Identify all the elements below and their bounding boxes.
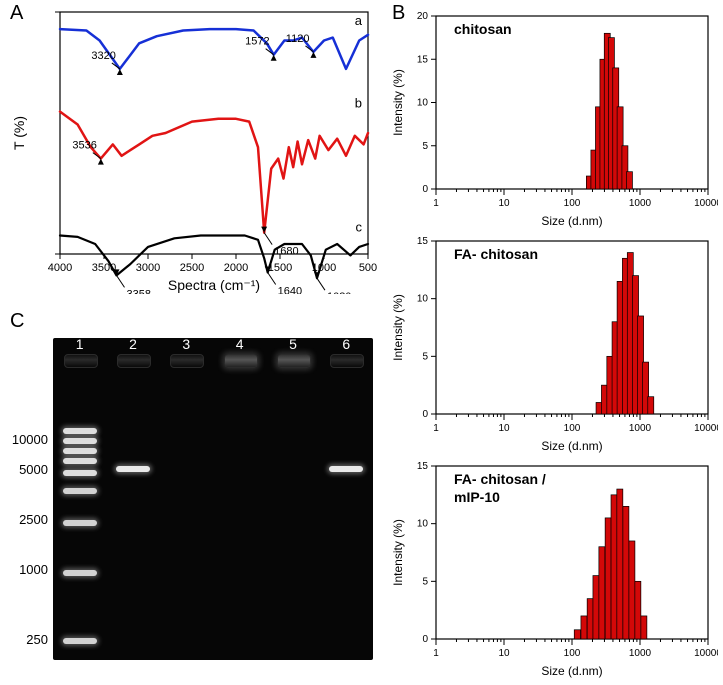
- lane-label-4: 4: [220, 336, 260, 352]
- svg-text:Intensity (%): Intensity (%): [391, 294, 405, 361]
- panel-a-ftir-spectra: 4000350030002500200015001000500Spectra (…: [8, 4, 378, 294]
- svg-text:10: 10: [417, 98, 429, 109]
- sample-band-lane-6: [329, 466, 363, 472]
- hist-svg-1: 1 10 100 1000 10000 0 5 10 15 Size (d.nm) Intensit…: [388, 229, 718, 454]
- svg-text:10: 10: [498, 198, 510, 209]
- svg-text:1680: 1680: [274, 246, 298, 258]
- svg-text:4000: 4000: [48, 262, 72, 274]
- svg-text:10: 10: [498, 648, 510, 659]
- ladder-label-2500: 2500: [8, 512, 48, 527]
- svg-text:Spectra (cm⁻¹): Spectra (cm⁻¹): [168, 277, 260, 293]
- svg-text:100: 100: [564, 423, 581, 434]
- ladder-band: [63, 520, 97, 526]
- sample-band-lane-2: [116, 466, 150, 472]
- ladder-label-5000: 5000: [8, 462, 48, 477]
- histogram-fa-chitosan-mip10: 1 10 100 1000 10000 0 5 10 15 Size (d.nm) Intensit…: [388, 454, 718, 684]
- svg-text:a: a: [355, 13, 363, 28]
- lane-label-6: 6: [326, 336, 366, 352]
- svg-text:1: 1: [433, 648, 439, 659]
- svg-text:5: 5: [422, 351, 428, 362]
- svg-text:20: 20: [417, 11, 429, 22]
- svg-text:10: 10: [417, 294, 429, 305]
- ladder-band: [63, 638, 97, 644]
- ladder-band: [63, 428, 97, 434]
- svg-text:15: 15: [417, 236, 429, 247]
- svg-text:2500: 2500: [180, 262, 204, 274]
- svg-text:3000: 3000: [136, 262, 160, 274]
- svg-text:Size (d.nm): Size (d.nm): [541, 439, 602, 453]
- ladder-label-250: 250: [8, 632, 48, 647]
- svg-text:100: 100: [564, 648, 581, 659]
- svg-text:10: 10: [417, 519, 429, 530]
- lane-label-3: 3: [166, 336, 206, 352]
- ladder-label-10000: 10000: [8, 432, 48, 447]
- svg-text:Intensity (%): Intensity (%): [391, 69, 405, 136]
- svg-text:15: 15: [417, 54, 429, 65]
- well-3: [170, 354, 204, 368]
- svg-text:Size (d.nm): Size (d.nm): [541, 664, 602, 678]
- panel-a-svg: 4000350030002500200015001000500Spectra (…: [8, 4, 378, 294]
- ladder-band: [63, 470, 97, 476]
- ladder-band: [63, 488, 97, 494]
- well-1: [64, 354, 98, 368]
- ladder-band: [63, 448, 97, 454]
- svg-text:T (%): T (%): [11, 116, 27, 150]
- svg-text:0: 0: [422, 634, 428, 645]
- svg-text:Size (d.nm): Size (d.nm): [541, 214, 602, 228]
- panel-c-gel-image: 123456 10000 5000 2500 1000 250: [8, 330, 373, 660]
- svg-text:10000: 10000: [694, 198, 718, 209]
- ladder-band: [63, 438, 97, 444]
- svg-text:FA- chitosan: FA- chitosan: [454, 246, 538, 262]
- histogram-chitosan: 1 10 100 1000 10000 0 5 10 15 20 Size (d.nm) Intens…: [388, 4, 718, 234]
- svg-text:1120: 1120: [286, 33, 310, 45]
- svg-text:3358: 3358: [126, 288, 150, 294]
- svg-text:10: 10: [498, 423, 510, 434]
- svg-text:Intensity (%): Intensity (%): [391, 519, 405, 586]
- svg-text:3536: 3536: [72, 140, 96, 152]
- svg-text:FA- chitosan /: FA- chitosan /: [454, 471, 546, 487]
- svg-text:b: b: [355, 96, 362, 111]
- svg-text:100: 100: [564, 198, 581, 209]
- svg-text:c: c: [356, 219, 363, 234]
- svg-text:5: 5: [422, 141, 428, 152]
- well-5: [277, 354, 311, 368]
- ladder-band: [63, 570, 97, 576]
- lane-label-2: 2: [113, 336, 153, 352]
- well-6: [330, 354, 364, 368]
- svg-text:1: 1: [433, 198, 439, 209]
- svg-text:1572: 1572: [245, 36, 269, 48]
- svg-text:1000: 1000: [629, 198, 652, 209]
- svg-text:2000: 2000: [224, 262, 248, 274]
- figure: A 4000350030002500200015001000500Spectra…: [0, 0, 723, 685]
- svg-text:10000: 10000: [694, 648, 718, 659]
- svg-text:500: 500: [359, 262, 377, 274]
- svg-text:0: 0: [422, 409, 428, 420]
- svg-text:1000: 1000: [629, 648, 652, 659]
- svg-text:1640: 1640: [278, 286, 302, 294]
- svg-text:1: 1: [433, 423, 439, 434]
- svg-text:mIP-10: mIP-10: [454, 489, 500, 505]
- svg-text:3320: 3320: [91, 50, 115, 62]
- gel-background: 123456: [53, 338, 373, 660]
- histogram-fa-chitosan: 1 10 100 1000 10000 0 5 10 15 Size (d.nm) Intensit…: [388, 229, 718, 459]
- svg-text:0: 0: [422, 184, 428, 195]
- well-4: [224, 354, 258, 368]
- svg-text:chitosan: chitosan: [454, 21, 512, 37]
- panel-b-dls-histograms: 11010010001000005101520Size (d.nm)Intens…: [388, 4, 718, 684]
- svg-text:10000: 10000: [694, 423, 718, 434]
- ladder-band: [63, 458, 97, 464]
- svg-text:15: 15: [417, 461, 429, 472]
- hist-svg-0: 1 10 100 1000 10000 0 5 10 15 20 Size (d.nm) Intens…: [388, 4, 718, 229]
- lane-label-5: 5: [273, 336, 313, 352]
- well-2: [117, 354, 151, 368]
- svg-text:1080: 1080: [327, 291, 351, 294]
- svg-text:5: 5: [422, 576, 428, 587]
- svg-text:1000: 1000: [629, 423, 652, 434]
- hist-svg-2: 1 10 100 1000 10000 0 5 10 15 Size (d.nm) Intensit…: [388, 454, 718, 679]
- lane-label-1: 1: [60, 336, 100, 352]
- ladder-label-1000: 1000: [8, 562, 48, 577]
